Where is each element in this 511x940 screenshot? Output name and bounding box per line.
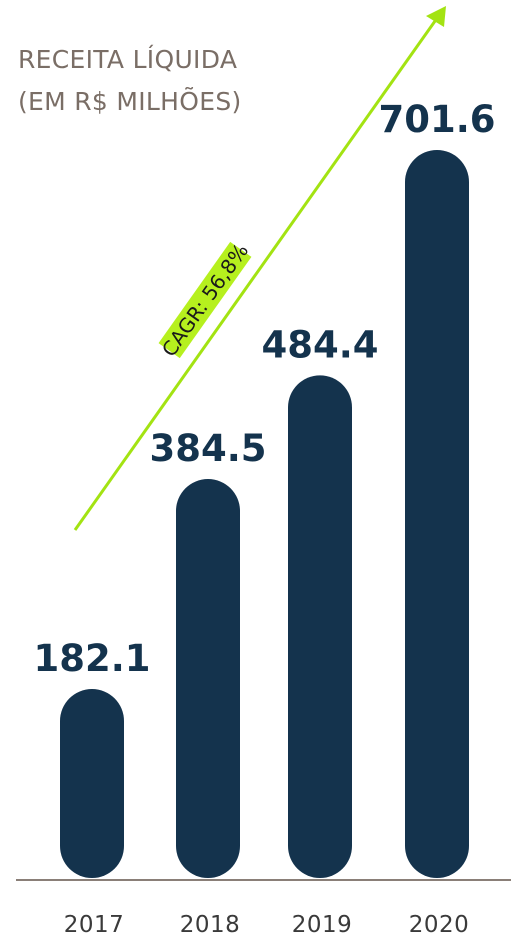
chart-title: RECEITA LÍQUIDA (18, 45, 237, 74)
bar-2017 (60, 689, 124, 878)
bars-group (60, 150, 469, 878)
tick-label-2020: 2020 (409, 912, 470, 938)
bar-2019 (288, 375, 352, 878)
x-axis-tick-labels: 2017 2018 2019 2020 (64, 912, 470, 938)
value-label-2017: 182.1 (33, 637, 150, 680)
tick-label-2017: 2017 (64, 912, 125, 938)
cagr-arrow-head (426, 6, 446, 27)
tick-label-2019: 2019 (292, 912, 353, 938)
bar-2020 (405, 150, 469, 878)
value-label-2018: 384.5 (149, 427, 266, 470)
bar-2018 (176, 479, 240, 878)
cagr-arrow-line (73, 13, 442, 531)
value-label-2019: 484.4 (261, 323, 378, 366)
cagr-label-background (158, 241, 252, 359)
value-label-2020: 701.6 (378, 98, 495, 141)
value-labels-group: 182.1 384.5 484.4 701.6 (33, 98, 495, 680)
tick-label-2018: 2018 (180, 912, 241, 938)
chart-subtitle: (EM R$ MILHÕES) (18, 86, 242, 116)
